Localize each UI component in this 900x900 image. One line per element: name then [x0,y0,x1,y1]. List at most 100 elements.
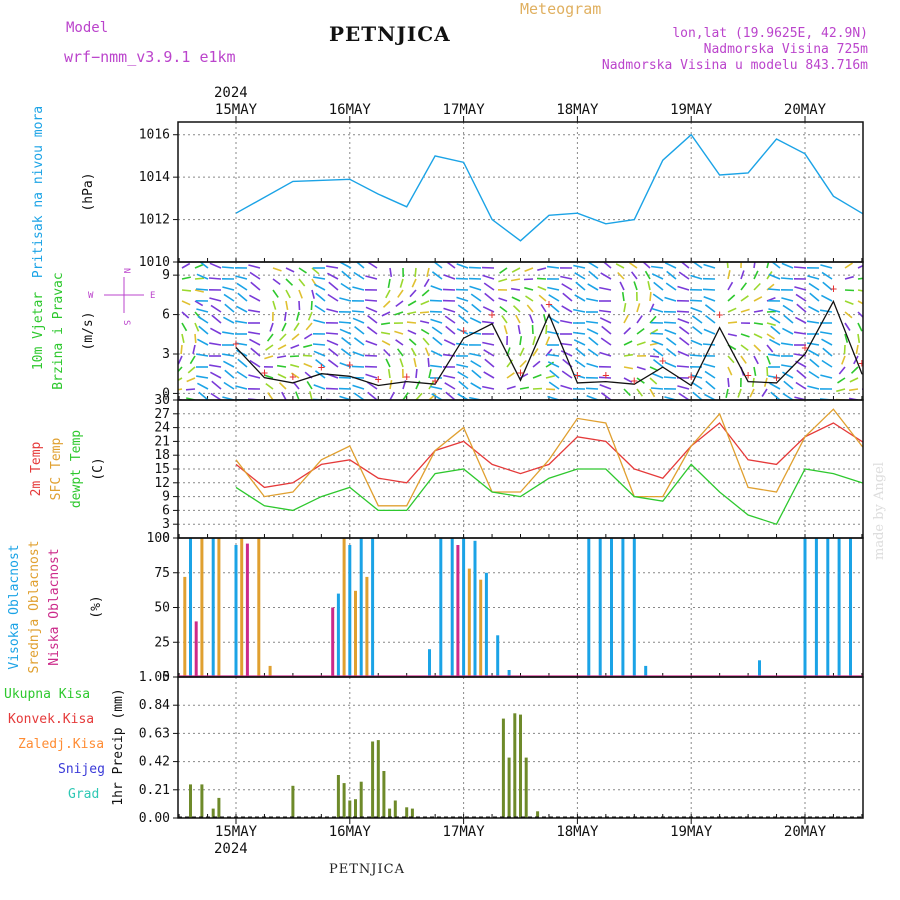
wind-arrow [793,331,807,335]
wind-arrow [311,289,315,299]
wind-arrow [498,278,508,283]
wind-arrow [623,388,631,397]
wind-arrow [389,379,393,390]
wind-arrow [523,278,534,281]
wind-arrow [740,270,745,280]
wind-arrow [703,263,716,269]
wind-arrow [340,348,352,357]
wind-arrow [455,277,469,280]
wind-arrow [470,382,482,390]
wind-arrow [269,322,274,332]
wind-arrow [783,380,794,390]
wind-arrow [548,294,560,302]
wind-arrow [443,274,456,280]
y-tick-label: 18 [154,448,170,463]
cloud-bar-high [336,593,340,677]
wind-arrow [428,369,432,379]
cloud-unit-label: (%) [89,595,104,618]
wind-arrow [192,344,196,354]
wind-arrow [423,278,430,288]
wind-arrow [532,348,539,357]
wind-arrow [307,311,313,321]
day-label-top: 20MAY [784,102,827,118]
wind-gust-mark: + [545,297,552,311]
wind-arrow [389,267,393,278]
wind-arrow [396,348,404,357]
wind-arrow [198,325,209,335]
wind-arrow [647,281,651,291]
precip-bar [507,757,511,818]
wind-arrow [549,369,560,379]
wind-arrow [208,277,222,280]
y-tick-label: 75 [154,566,170,581]
wind-arrow [281,322,287,332]
wind-arrow [573,373,586,379]
wind-arrow [740,282,748,291]
wind-arrow [871,265,880,268]
wind-arrow [382,300,391,308]
wind-arrow [278,382,287,390]
wind-arrow [429,299,443,302]
wind-arrow [351,310,365,313]
wind-arrow [457,393,469,400]
wind-arrow [690,307,703,313]
wind-arrow [291,333,300,341]
wind-arrow [430,364,443,368]
wind-arrow [644,270,651,280]
wind-arrow [298,267,307,274]
wind-arrow [753,309,764,313]
wind-arrow [236,370,248,379]
wind-arrow [532,336,537,346]
cloud-bar-mid [354,590,357,677]
wind-arrow [629,262,638,269]
precip-bar [336,775,340,818]
y-tick-label: 0 [162,531,170,546]
y-tick-label: 100 [147,531,170,546]
wind-arrow [402,392,409,400]
wind-arrow [511,296,521,302]
wind-arrow [326,265,339,269]
wind-arrow [397,289,404,298]
precip-legend-item: Konvek.Kisa [8,712,94,727]
wind-arrow [235,342,248,346]
wind-arrow [727,377,730,388]
wind-arrow [676,310,690,313]
wind-arrow [519,335,523,346]
temp-unit-label: (C) [91,457,106,480]
wind-arrow [313,384,326,390]
wind-arrow [211,314,222,324]
wind-arrow [443,374,456,379]
wind-arrow [689,354,703,357]
wind-arrow [314,304,326,313]
wind-arrow [352,351,365,357]
wind-arrow [768,273,781,280]
y-tick-label: 25 [154,635,170,650]
wind-arrow [306,380,313,390]
wind-arrow [844,262,853,269]
day-label-bottom: 15MAY [215,824,258,840]
y-tick-label: 0.84 [139,698,170,713]
precip-bar [291,785,295,818]
wind-arrow [600,272,612,280]
wind-arrow [328,347,339,357]
wind-arrow [411,278,417,288]
wind-arrow [210,327,222,335]
wind-arrow [524,286,534,291]
wind-arrow [266,333,274,342]
wind-arrow [727,366,733,376]
wind-arrow [624,399,625,400]
wind-arrow [652,348,664,357]
wind-arrow [532,360,541,368]
wind-arrow [807,342,820,346]
day-label-bottom: 16MAY [329,824,372,840]
wind-arrow [705,380,716,390]
wind-arrow [574,359,586,368]
footer-site-name: PETNJICA [329,862,405,877]
wind-arrow [298,300,301,311]
panel-precipitation: 0.00 0.21 0.42 0.63 0.84 1.05 [139,670,863,826]
wind-arrow [510,278,521,282]
precip-bar [189,784,192,818]
wind-arrow [770,262,781,269]
wind-arrow [650,387,664,390]
wind-arrow [469,317,482,324]
